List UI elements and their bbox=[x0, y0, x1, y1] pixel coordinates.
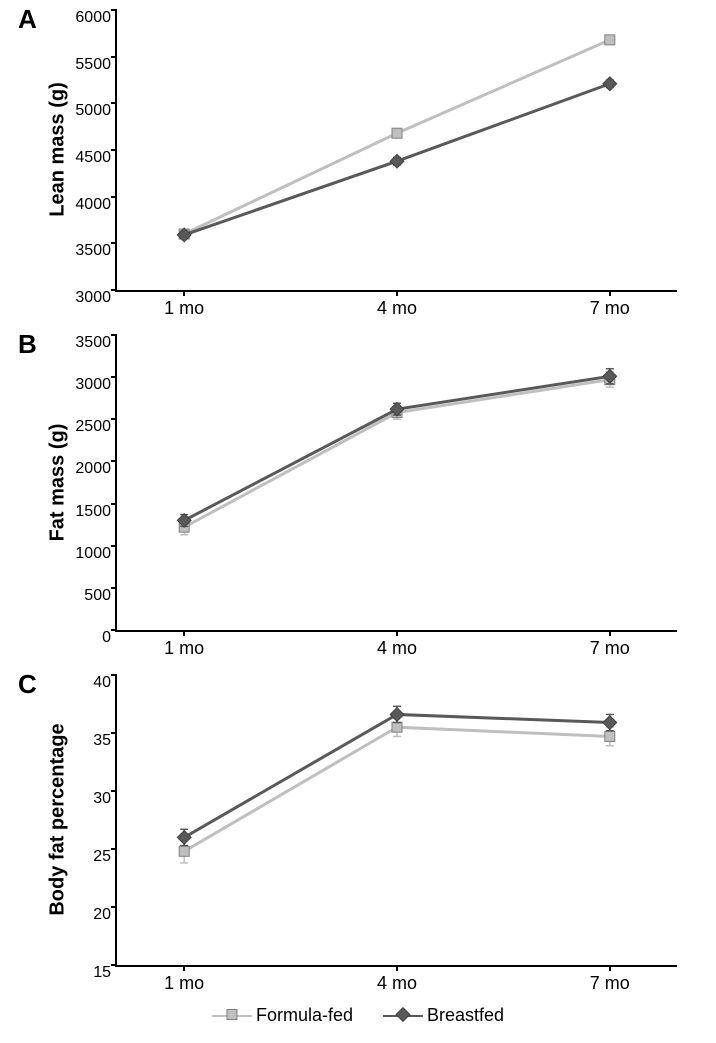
figure-root: ALean mass (g)30003500400045005000550060… bbox=[0, 0, 716, 1043]
y-tick-label: 5000 bbox=[75, 102, 117, 120]
y-tick-label: 35 bbox=[93, 732, 117, 750]
x-tick-mark bbox=[396, 965, 398, 971]
y-tick-label: 1500 bbox=[75, 503, 117, 521]
panel-label: B bbox=[18, 329, 37, 360]
legend-item-breast: Breastfed bbox=[383, 1005, 504, 1026]
legend-line bbox=[383, 1015, 423, 1017]
x-tick-mark bbox=[396, 630, 398, 636]
legend-item-formula: Formula-fed bbox=[212, 1005, 353, 1026]
plot-area: 1520253035401 mo4 mo7 mo bbox=[115, 675, 677, 967]
y-axis-label: Fat mass (g) bbox=[47, 382, 70, 582]
legend-marker-icon bbox=[225, 1005, 239, 1026]
y-tick-label: 2500 bbox=[75, 418, 117, 436]
y-tick-label: 3000 bbox=[75, 289, 117, 307]
y-tick-label: 2000 bbox=[75, 460, 117, 478]
x-tick-mark bbox=[609, 290, 611, 296]
y-tick-label: 3500 bbox=[75, 334, 117, 352]
panel-label: C bbox=[18, 669, 37, 700]
panel-B: BFat mass (g)050010001500200025003000350… bbox=[0, 335, 716, 630]
y-tick-label: 15 bbox=[93, 964, 117, 982]
x-tick-mark bbox=[396, 290, 398, 296]
y-axis-label: Lean mass (g) bbox=[47, 50, 70, 250]
y-tick-label: 6000 bbox=[75, 9, 117, 27]
y-tick-label: 4000 bbox=[75, 196, 117, 214]
y-tick-label: 5500 bbox=[75, 56, 117, 74]
y-tick-label: 3000 bbox=[75, 376, 117, 394]
y-axis-label: Body fat percentage bbox=[47, 720, 70, 920]
panel-A: ALean mass (g)30003500400045005000550060… bbox=[0, 10, 716, 290]
y-tick-label: 3500 bbox=[75, 242, 117, 260]
y-tick-label: 25 bbox=[93, 848, 117, 866]
chart-svg bbox=[117, 335, 677, 630]
panel-C: CBody fat percentage1520253035401 mo4 mo… bbox=[0, 675, 716, 965]
legend: Formula-fed Breastfed bbox=[212, 1005, 504, 1026]
legend-label: Formula-fed bbox=[256, 1005, 353, 1026]
x-tick-mark bbox=[609, 630, 611, 636]
x-tick-mark bbox=[183, 965, 185, 971]
x-tick-mark bbox=[609, 965, 611, 971]
y-tick-label: 500 bbox=[84, 587, 117, 605]
chart-svg bbox=[117, 10, 677, 290]
legend-line bbox=[212, 1015, 252, 1017]
y-tick-label: 20 bbox=[93, 906, 117, 924]
chart-svg bbox=[117, 675, 677, 965]
y-tick-label: 0 bbox=[102, 629, 117, 647]
y-tick-label: 4500 bbox=[75, 149, 117, 167]
y-tick-label: 30 bbox=[93, 790, 117, 808]
x-tick-mark bbox=[183, 630, 185, 636]
y-tick-label: 1000 bbox=[75, 545, 117, 563]
plot-area: 30003500400045005000550060001 mo4 mo7 mo bbox=[115, 10, 677, 292]
legend-marker-icon bbox=[396, 1005, 410, 1026]
legend-label: Breastfed bbox=[427, 1005, 504, 1026]
panel-label: A bbox=[18, 4, 37, 35]
y-tick-label: 40 bbox=[93, 674, 117, 692]
plot-area: 05001000150020002500300035001 mo4 mo7 mo bbox=[115, 335, 677, 632]
x-tick-mark bbox=[183, 290, 185, 296]
